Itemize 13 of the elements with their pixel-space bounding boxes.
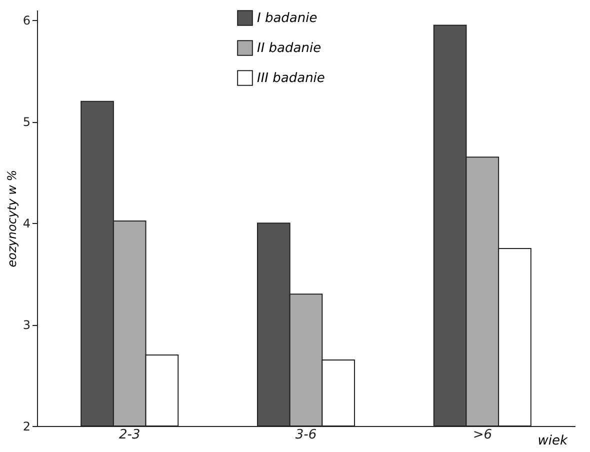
legend-label: III badanie [257, 71, 325, 86]
legend-label: I badanie [257, 11, 318, 26]
y-tick-label: 3 [22, 318, 30, 332]
x-axis-title: wiek [538, 434, 568, 448]
x-tick-label: 3-6 [295, 428, 317, 442]
y-tick-label: 4 [22, 216, 30, 231]
x-tick-label: 2-3 [118, 428, 140, 442]
y-axis-title: eozynocyty w % [4, 170, 19, 268]
x-tick-label: >6 [472, 428, 492, 442]
y-tick-label: 6 [22, 14, 30, 28]
legend-label: II badanie [257, 41, 322, 56]
y-tick-label: 5 [22, 115, 30, 130]
y-tick-label: 2 [22, 420, 30, 434]
